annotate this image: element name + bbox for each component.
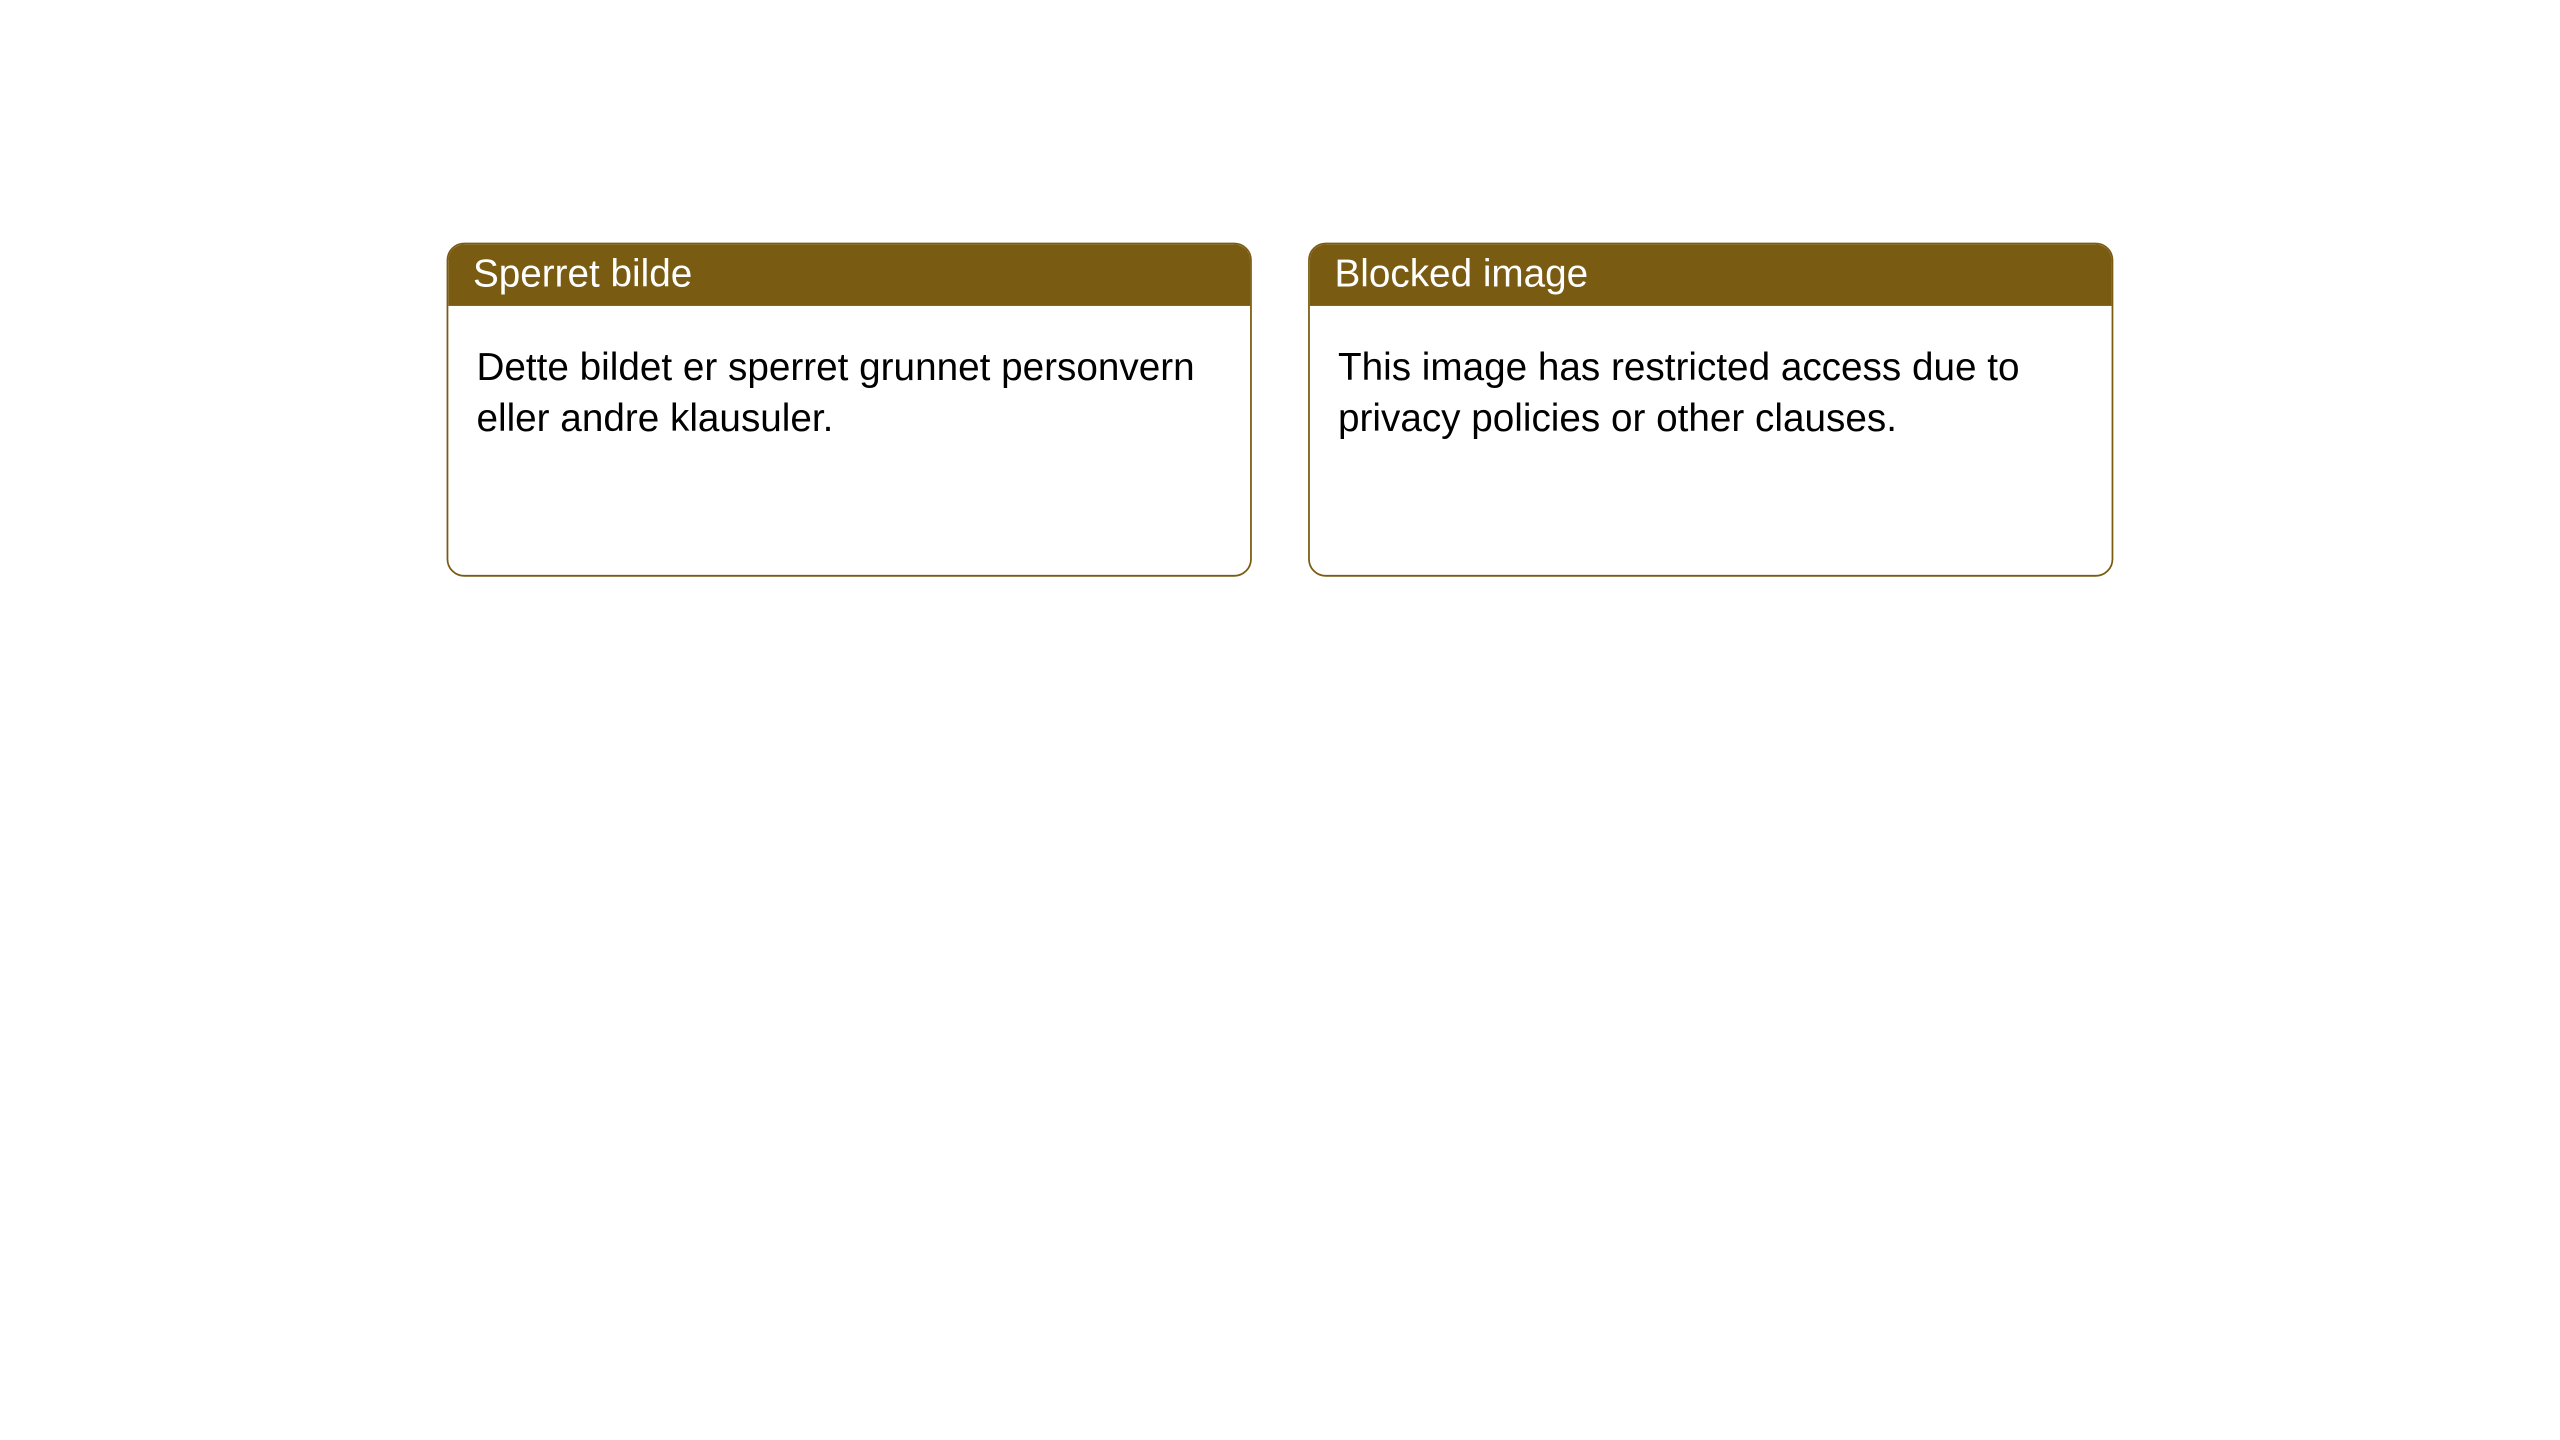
card-body-en: This image has restricted access due to … (1310, 306, 2112, 471)
card-body-no: Dette bildet er sperret grunnet personve… (448, 306, 1250, 471)
card-title-en: Blocked image (1310, 244, 2112, 306)
blocked-image-card-en: Blocked image This image has restricted … (1308, 243, 2113, 577)
card-title-no: Sperret bilde (448, 244, 1250, 306)
page-canvas: Sperret bilde Dette bildet er sperret gr… (0, 0, 2560, 1435)
blocked-image-card-no: Sperret bilde Dette bildet er sperret gr… (447, 243, 1252, 577)
card-row: Sperret bilde Dette bildet er sperret gr… (447, 243, 2114, 577)
